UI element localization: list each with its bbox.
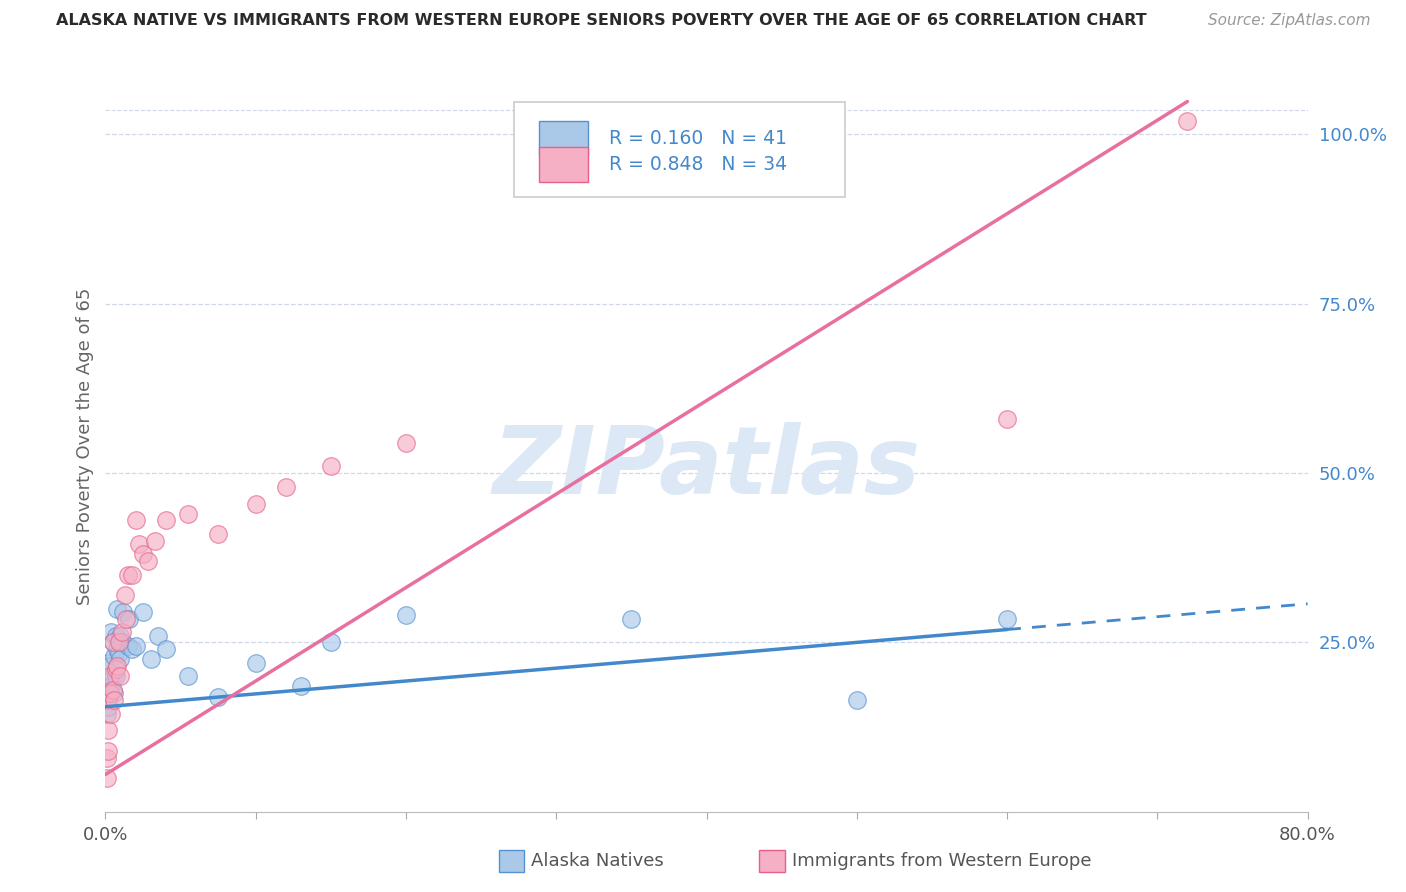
Point [97, 673, 120, 687]
Point [97, 699, 120, 714]
Point [98, 669, 121, 683]
Point [117, 567, 139, 582]
Point [101, 635, 124, 649]
Point [101, 682, 124, 697]
Bar [540, 147, 588, 182]
Point [132, 605, 155, 619]
Point [139, 652, 162, 666]
Point [107, 601, 129, 615]
Point [319, 635, 342, 649]
Text: R = 0.848   N = 34: R = 0.848 N = 34 [609, 155, 787, 174]
Point [177, 669, 200, 683]
Point [96, 693, 118, 707]
Point [111, 635, 134, 649]
Point [96, 680, 118, 694]
Point [132, 547, 155, 561]
Point [995, 412, 1018, 426]
Point [101, 635, 124, 649]
Point [290, 680, 312, 694]
Y-axis label: Seniors Poverty Over the Age of 65: Seniors Poverty Over the Age of 65 [76, 287, 94, 605]
Point [97, 656, 120, 670]
Point [995, 612, 1018, 626]
Point [107, 642, 129, 657]
Point [110, 652, 132, 666]
Text: Source: ZipAtlas.com: Source: ZipAtlas.com [1208, 13, 1371, 29]
Point [319, 459, 342, 474]
Point [97, 693, 120, 707]
Point [103, 693, 125, 707]
Point [98, 686, 121, 700]
Point [155, 642, 177, 657]
Point [104, 629, 127, 643]
Point [108, 635, 131, 649]
Point [112, 605, 135, 619]
Point [114, 588, 136, 602]
Text: Immigrants from Western Europe: Immigrants from Western Europe [792, 852, 1091, 871]
Point [155, 514, 177, 528]
Point [128, 537, 150, 551]
Point [110, 629, 132, 643]
Point [104, 669, 127, 683]
Point [111, 625, 134, 640]
Point [845, 693, 868, 707]
Point [97, 723, 120, 738]
Point [96, 771, 118, 785]
Point [1175, 114, 1198, 128]
Point [121, 567, 143, 582]
Point [115, 612, 138, 626]
Point [121, 642, 143, 657]
Point [207, 527, 229, 541]
Point [103, 648, 125, 663]
Point [96, 750, 118, 764]
Point [245, 497, 267, 511]
Text: Alaska Natives: Alaska Natives [531, 852, 664, 871]
Point [124, 514, 146, 528]
Text: ZIPatlas: ZIPatlas [492, 422, 921, 514]
Point [118, 612, 141, 626]
Point [100, 625, 122, 640]
Point [117, 639, 139, 653]
Point [136, 554, 159, 568]
Point [98, 659, 121, 673]
Point [108, 646, 131, 660]
Point [620, 612, 643, 626]
Point [98, 686, 121, 700]
Point [110, 669, 132, 683]
Point [100, 706, 122, 721]
Point [97, 744, 120, 758]
Bar [540, 120, 588, 155]
Point [101, 669, 124, 683]
Point [96, 706, 118, 721]
Point [207, 690, 229, 704]
Point [104, 663, 127, 677]
Text: ALASKA NATIVE VS IMMIGRANTS FROM WESTERN EUROPE SENIORS POVERTY OVER THE AGE OF : ALASKA NATIVE VS IMMIGRANTS FROM WESTERN… [56, 13, 1147, 29]
Text: R = 0.160   N = 41: R = 0.160 N = 41 [609, 128, 787, 147]
Point [274, 480, 297, 494]
Point [100, 680, 122, 694]
Point [103, 686, 125, 700]
Point [395, 608, 418, 623]
Point [146, 629, 169, 643]
Point [395, 435, 418, 450]
Point [245, 656, 267, 670]
FancyBboxPatch shape [515, 103, 845, 197]
Point [143, 533, 166, 548]
Point [177, 507, 200, 521]
Point [107, 659, 129, 673]
Point [124, 639, 146, 653]
Point [97, 686, 120, 700]
